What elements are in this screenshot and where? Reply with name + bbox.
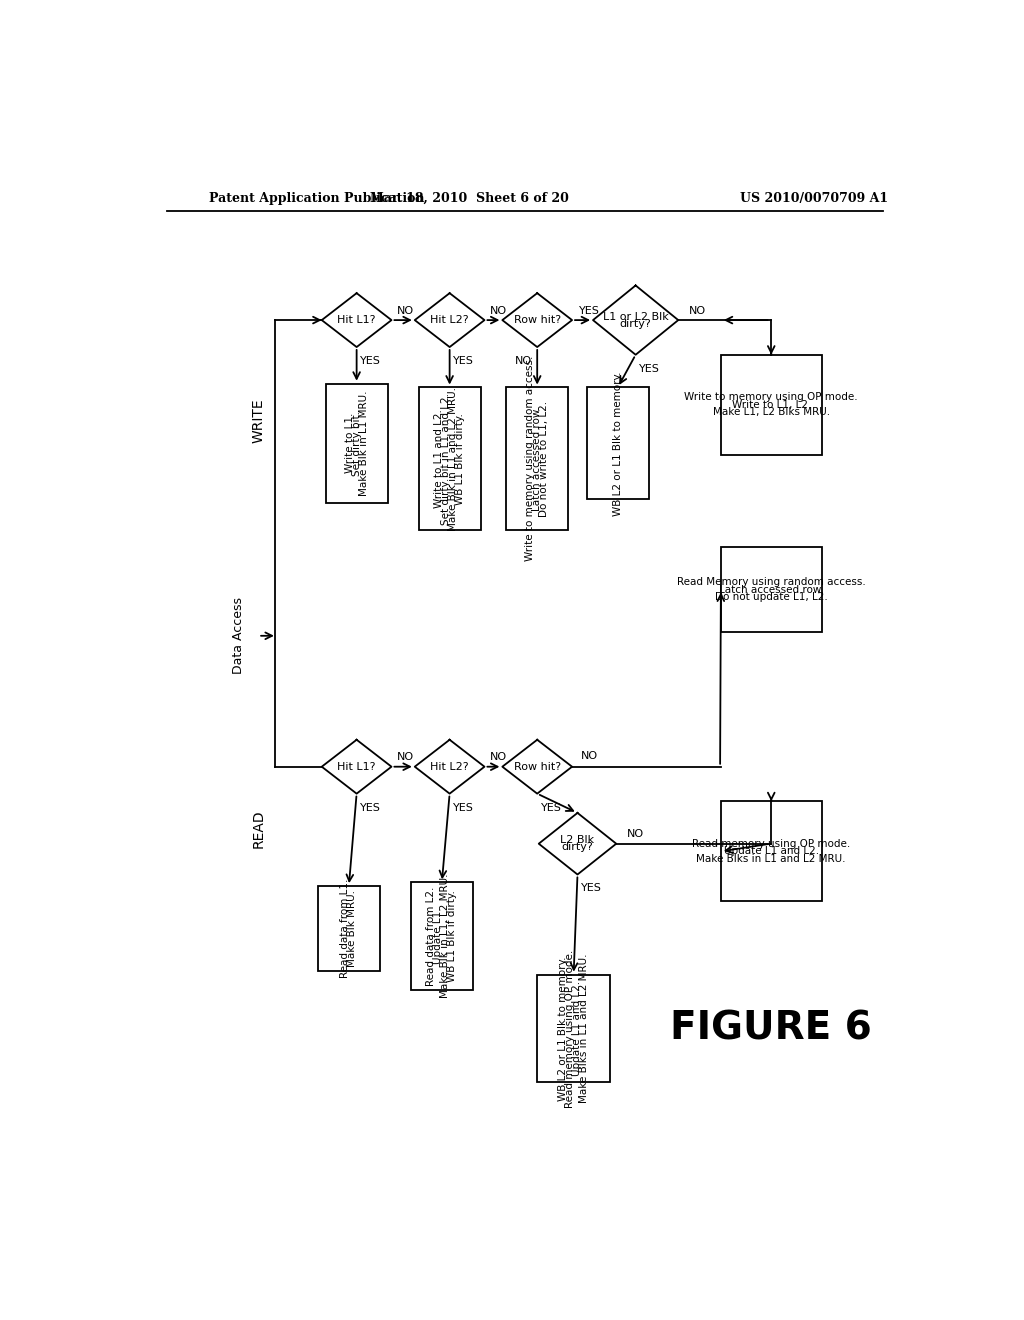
Text: Make L1, L2 Blks MRU.: Make L1, L2 Blks MRU. [713, 407, 829, 417]
Text: Read memory using OP mode.: Read memory using OP mode. [565, 949, 575, 1107]
Bar [419, 388, 480, 529]
Bar [587, 388, 649, 499]
Text: Do not write to L1, L2.: Do not write to L1, L2. [540, 401, 549, 516]
Bar [721, 355, 821, 455]
Text: Data Access: Data Access [232, 597, 246, 675]
Text: L1 or L2 Blk: L1 or L2 Blk [603, 312, 669, 322]
Text: Read memory using OP mode.: Read memory using OP mode. [692, 840, 850, 849]
Text: Write to memory using OP mode.: Write to memory using OP mode. [684, 392, 858, 403]
Text: Mar. 18, 2010  Sheet 6 of 20: Mar. 18, 2010 Sheet 6 of 20 [370, 191, 568, 205]
Text: WB L2 or L1 Blk to memory.: WB L2 or L1 Blk to memory. [558, 956, 568, 1101]
Text: NO: NO [689, 306, 707, 315]
Bar [506, 388, 568, 529]
Text: YES: YES [360, 356, 381, 366]
Text: Make Blk MRU.: Make Blk MRU. [347, 890, 357, 966]
Bar [411, 882, 473, 990]
Text: Row hit?: Row hit? [514, 315, 561, 325]
Text: Update L1 and L2.: Update L1 and L2. [572, 981, 582, 1076]
Text: Write to L1 and L2.: Write to L1 and L2. [434, 409, 444, 508]
Text: Set dirty bit.: Set dirty bit. [351, 411, 361, 475]
Text: WB L1 Blk if dirty.: WB L1 Blk if dirty. [447, 890, 458, 982]
Text: Read Memory using random access.: Read Memory using random access. [677, 577, 865, 587]
Bar [537, 974, 610, 1082]
Text: Make Blks in L1 and L2 MRU.: Make Blks in L1 and L2 MRU. [696, 854, 846, 863]
Text: Patent Application Publication: Patent Application Publication [209, 191, 425, 205]
Bar [317, 886, 380, 970]
Bar [721, 548, 821, 632]
Text: YES: YES [581, 883, 602, 894]
Text: Set dirty bit in L1 and L2.: Set dirty bit in L1 and L2. [441, 393, 452, 525]
Text: Write to L1, L2.: Write to L1, L2. [731, 400, 811, 409]
Text: Make Blk in L1, L2 MRU.: Make Blk in L1, L2 MRU. [440, 874, 451, 998]
Text: Make Blks in L1 and L2 MRU.: Make Blks in L1 and L2 MRU. [580, 954, 589, 1104]
Text: Read data from L2.: Read data from L2. [426, 887, 436, 986]
Bar [721, 801, 821, 902]
Text: US 2010/0070709 A1: US 2010/0070709 A1 [740, 191, 889, 205]
Text: NO: NO [581, 751, 598, 760]
Text: Hit L2?: Hit L2? [430, 315, 469, 325]
Text: YES: YES [360, 803, 381, 813]
Bar [326, 384, 388, 503]
Text: YES: YES [454, 803, 474, 813]
Text: FIGURE 6: FIGURE 6 [671, 1010, 872, 1048]
Text: NO: NO [627, 829, 644, 840]
Text: YES: YES [639, 363, 660, 374]
Text: Row hit?: Row hit? [514, 762, 561, 772]
Text: WB L1 Blk if dirty.: WB L1 Blk if dirty. [455, 413, 465, 504]
Text: Update L1.: Update L1. [433, 908, 443, 965]
Text: dirty?: dirty? [561, 842, 593, 853]
Text: Make Blk in L1 MRU.: Make Blk in L1 MRU. [358, 391, 369, 496]
Text: Write to L1.: Write to L1. [345, 413, 354, 474]
Text: Latch accessed row.: Latch accessed row. [532, 407, 542, 511]
Text: Latch accessed row.: Latch accessed row. [719, 585, 823, 594]
Text: Hit L1?: Hit L1? [337, 315, 376, 325]
Text: Write to memory using random access.: Write to memory using random access. [525, 356, 536, 561]
Text: Hit L2?: Hit L2? [430, 762, 469, 772]
Text: NO: NO [489, 752, 507, 763]
Text: Read data from L1.: Read data from L1. [340, 879, 350, 978]
Text: L2 Blk: L2 Blk [560, 836, 595, 845]
Text: Hit L1?: Hit L1? [337, 762, 376, 772]
Text: Update L1 and L2.: Update L1 and L2. [724, 846, 819, 857]
Text: YES: YES [579, 306, 600, 315]
Text: NO: NO [489, 306, 507, 315]
Text: Do not update L1, L2.: Do not update L1, L2. [715, 591, 827, 602]
Text: READ: READ [251, 809, 265, 847]
Text: Make Blk in L1 and L2 MRU.: Make Blk in L1 and L2 MRU. [449, 387, 458, 531]
Text: WRITE: WRITE [251, 397, 265, 442]
Text: NO: NO [397, 752, 414, 763]
Text: NO: NO [397, 306, 414, 315]
Text: NO: NO [515, 356, 531, 366]
Text: YES: YES [541, 803, 561, 813]
Text: dirty?: dirty? [620, 318, 651, 329]
Text: YES: YES [454, 356, 474, 366]
Text: WB L2 or L1 Blk to memory.: WB L2 or L1 Blk to memory. [612, 371, 623, 516]
